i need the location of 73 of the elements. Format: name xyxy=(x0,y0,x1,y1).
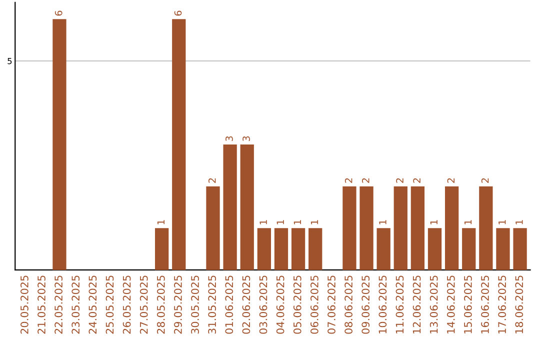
x-tick-label: 26.05.2025 xyxy=(122,276,131,334)
data-label: 1 xyxy=(276,220,284,224)
data-label: 6 xyxy=(174,10,182,16)
x-tick-label: 01.06.2025 xyxy=(225,276,234,334)
data-label: 1 xyxy=(498,220,506,224)
bar xyxy=(394,186,408,270)
data-label: 1 xyxy=(379,220,386,224)
bar xyxy=(513,228,527,270)
x-tick-label: 24.05.2025 xyxy=(88,276,97,334)
x-tick-label: 06.06.2025 xyxy=(310,276,318,334)
x-tick-label: 02.06.2025 xyxy=(242,276,250,334)
x-tick-label: 18.06.2025 xyxy=(515,276,524,334)
x-tick-label: 23.05.2025 xyxy=(72,276,80,334)
data-label: 2 xyxy=(362,178,370,183)
x-tick-label: 27.05.2025 xyxy=(140,276,148,334)
bar xyxy=(52,19,66,270)
bar xyxy=(479,186,493,270)
x-tick-label: 30.05.2025 xyxy=(191,276,199,334)
bar xyxy=(428,228,442,270)
data-label: 1 xyxy=(464,220,472,224)
data-label: 2 xyxy=(447,178,454,183)
bar xyxy=(410,186,425,270)
data-label: 1 xyxy=(310,220,318,224)
data-label: 2 xyxy=(208,178,216,183)
bar xyxy=(291,228,306,270)
data-label: 2 xyxy=(413,178,420,183)
x-tick-label: 29.05.2025 xyxy=(174,276,182,334)
bar xyxy=(462,228,476,270)
data-label: 1 xyxy=(430,220,438,224)
x-tick-label: 21.05.2025 xyxy=(38,276,46,334)
bar xyxy=(172,19,186,270)
x-tick-label: 22.05.2025 xyxy=(54,276,62,334)
x-tick-label: 31.05.2025 xyxy=(208,276,216,334)
x-tick-label: 28.05.2025 xyxy=(156,276,165,334)
bar xyxy=(155,228,169,270)
x-tick-label: 12.06.2025 xyxy=(412,276,421,334)
data-label: 3 xyxy=(226,136,233,142)
x-tick-label: 04.06.2025 xyxy=(276,276,284,334)
data-label: 3 xyxy=(242,136,250,142)
data-label: 2 xyxy=(481,178,489,183)
x-tick-label: 08.06.2025 xyxy=(344,276,352,334)
data-label: 2 xyxy=(344,178,352,183)
x-tick-label: 17.06.2025 xyxy=(498,276,506,334)
bar xyxy=(342,186,356,270)
data-label: 2 xyxy=(396,178,404,183)
bar xyxy=(206,186,220,270)
x-tick-label: 09.06.2025 xyxy=(362,276,370,334)
data-label: 6 xyxy=(54,10,62,16)
bar xyxy=(360,186,374,270)
x-tick-label: 20.05.2025 xyxy=(20,276,28,334)
data-label: 1 xyxy=(260,220,267,224)
x-tick-label: 16.06.2025 xyxy=(481,276,489,334)
x-tick-label: 13.06.2025 xyxy=(430,276,438,334)
bar xyxy=(240,144,254,270)
bar xyxy=(274,228,288,270)
data-label: 1 xyxy=(294,220,301,224)
data-label: 1 xyxy=(157,220,165,224)
bar xyxy=(444,186,459,270)
y-tick-label: 5 xyxy=(8,58,12,64)
x-tick-label: 14.06.2025 xyxy=(446,276,455,334)
bar xyxy=(376,228,390,270)
x-tick-label: 10.06.2025 xyxy=(378,276,387,334)
x-tick-label: 05.06.2025 xyxy=(293,276,302,334)
x-tick-label: 07.06.2025 xyxy=(328,276,336,334)
bar xyxy=(257,228,271,270)
data-label: 1 xyxy=(516,220,523,224)
bar xyxy=(308,228,322,270)
x-tick-label: 11.06.2025 xyxy=(396,276,404,334)
x-tick-label: 25.05.2025 xyxy=(106,276,114,334)
x-tick-label: 03.06.2025 xyxy=(259,276,268,334)
bar xyxy=(496,228,510,270)
x-tick-label: 15.06.2025 xyxy=(464,276,472,334)
bar xyxy=(223,144,237,270)
